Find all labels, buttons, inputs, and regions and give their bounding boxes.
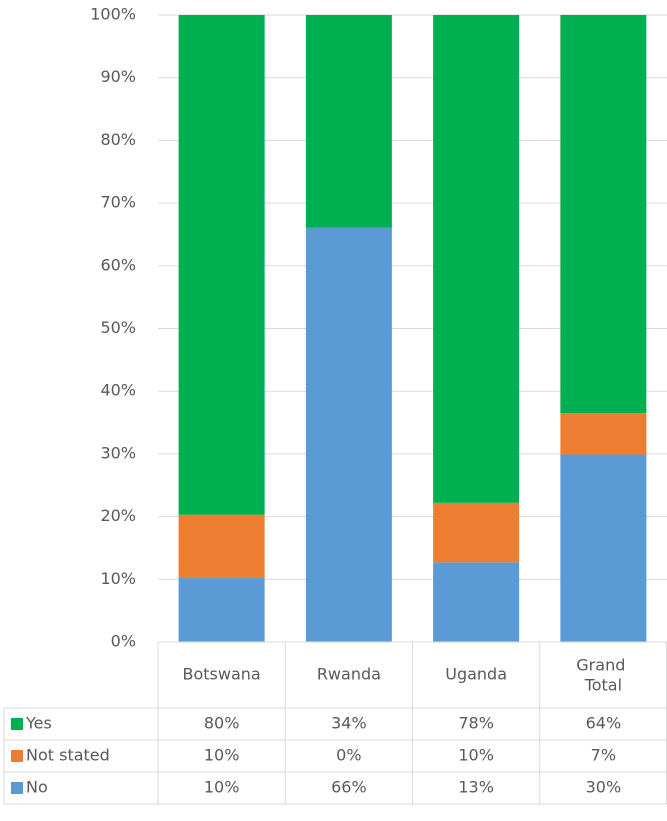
y-tick-label: 80% [100,130,136,149]
table-value: 7% [591,746,616,765]
bar-segment [178,514,265,579]
table-value: 10% [458,746,494,765]
legend-label: No [26,778,48,797]
bar-segment [433,15,520,503]
legend-label: Yes [25,714,52,733]
bar-segment [560,454,647,642]
y-tick-label: 50% [100,318,136,337]
table-value: 30% [586,778,622,797]
y-tick-label: 40% [100,381,136,400]
y-tick-label: 30% [100,443,136,462]
table-value: 80% [204,714,240,733]
y-tick-label: 70% [100,193,136,212]
y-tick-label: 0% [111,632,136,651]
category-label: Rwanda [317,665,381,684]
y-tick-label: 100% [90,5,136,24]
y-tick-label: 10% [100,569,136,588]
legend-swatch [11,782,23,794]
legend-swatch [11,718,23,730]
table-value: 13% [458,778,494,797]
table-value: 34% [331,714,367,733]
bar-segment [305,227,392,643]
bar-segment [433,562,520,642]
category-label: Grand Total [576,655,630,694]
legend-label: Not stated [26,746,110,765]
bar-segment [433,502,520,563]
table-value: 66% [331,778,367,797]
bar-segment [178,15,265,515]
bar-segment [178,578,265,642]
y-tick-label: 20% [100,506,136,525]
y-tick-label: 60% [100,255,136,274]
table-value: 10% [204,746,240,765]
bar-segment [305,15,392,228]
table-value: 10% [204,778,240,797]
table-value: 78% [458,714,494,733]
category-label: Uganda [445,665,507,684]
table-value: 64% [586,714,622,733]
bar-segment [560,413,647,455]
bar-segment [560,15,647,414]
y-tick-label: 90% [100,67,136,86]
category-label: Botswana [183,665,261,684]
table-value: 0% [336,746,361,765]
legend-swatch [11,750,23,762]
